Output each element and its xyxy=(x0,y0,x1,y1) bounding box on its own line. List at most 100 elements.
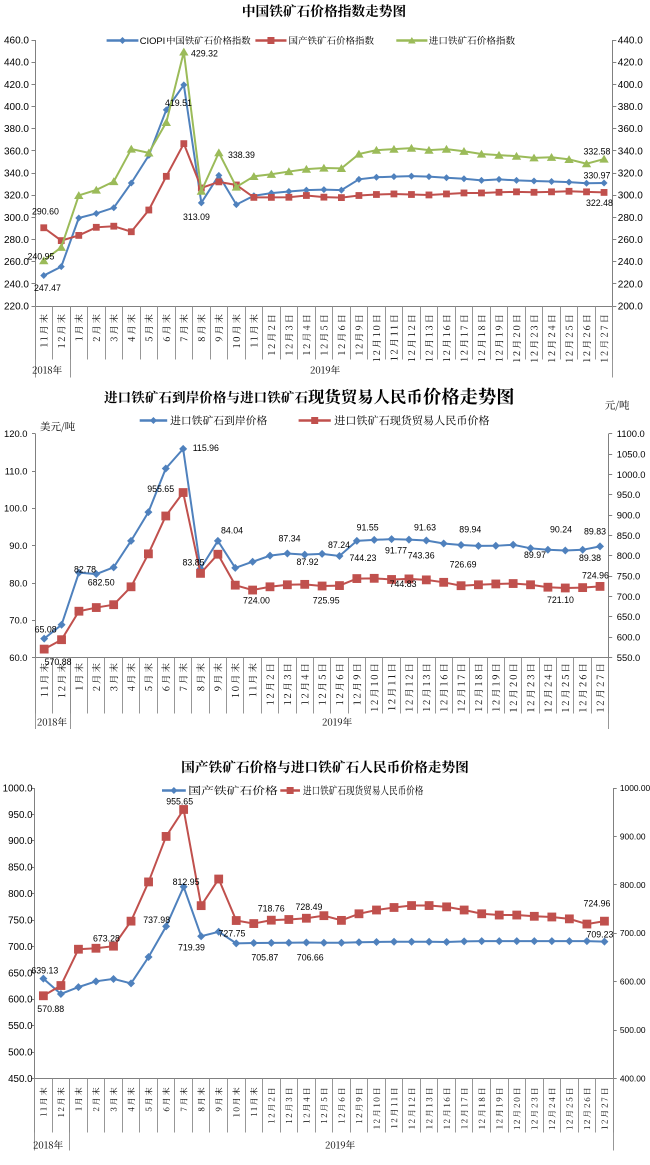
svg-text:728.49: 728.49 xyxy=(296,902,323,912)
svg-text:89.97: 89.97 xyxy=(524,550,546,560)
svg-text:87.34: 87.34 xyxy=(279,534,301,544)
svg-text:600.0: 600.0 xyxy=(8,995,33,1006)
svg-text:90.0: 90.0 xyxy=(9,540,27,551)
svg-text:290.60: 290.60 xyxy=(32,207,59,217)
svg-text:300.0: 300.0 xyxy=(4,213,29,224)
svg-text:450.0: 450.0 xyxy=(8,1074,33,1085)
svg-text:240.0: 240.0 xyxy=(4,279,29,290)
svg-text:380.0: 380.0 xyxy=(618,102,643,113)
svg-text:705.87: 705.87 xyxy=(251,953,278,963)
svg-text:91.55: 91.55 xyxy=(357,523,379,533)
svg-text:737.98: 737.98 xyxy=(143,915,170,925)
svg-text:460.0: 460.0 xyxy=(4,36,29,47)
svg-text:260.0: 260.0 xyxy=(4,257,29,268)
svg-text:709.23: 709.23 xyxy=(587,930,614,940)
svg-text:1050.0: 1050.0 xyxy=(617,448,646,459)
svg-text:706.66: 706.66 xyxy=(297,953,324,963)
svg-text:87.92: 87.92 xyxy=(297,557,319,567)
svg-text:800.00: 800.00 xyxy=(620,880,646,890)
svg-text:721.10: 721.10 xyxy=(547,595,574,605)
svg-text:89.94: 89.94 xyxy=(459,525,481,535)
svg-text:100.0: 100.0 xyxy=(4,503,27,514)
svg-text:440.0: 440.0 xyxy=(4,58,29,69)
svg-text:812.95: 812.95 xyxy=(173,877,200,887)
svg-text:724.96: 724.96 xyxy=(582,571,609,581)
svg-text:338.39: 338.39 xyxy=(228,150,255,160)
svg-text:90.24: 90.24 xyxy=(550,525,572,535)
svg-text:750.0: 750.0 xyxy=(617,571,640,582)
svg-text:570.88: 570.88 xyxy=(37,1004,64,1014)
svg-text:429.32: 429.32 xyxy=(191,48,218,58)
svg-text:724.00: 724.00 xyxy=(243,596,270,606)
svg-text:600.00: 600.00 xyxy=(620,977,646,987)
svg-text:240.0: 240.0 xyxy=(618,257,643,268)
svg-text:600.0: 600.0 xyxy=(617,632,640,643)
svg-text:500.00: 500.00 xyxy=(620,1025,646,1035)
svg-text:83.85: 83.85 xyxy=(183,558,205,568)
svg-text:550.0: 550.0 xyxy=(617,652,640,663)
svg-text:900.00: 900.00 xyxy=(620,831,646,841)
svg-text:115.96: 115.96 xyxy=(193,443,219,453)
svg-text:300.0: 300.0 xyxy=(618,191,643,202)
svg-text:800.0: 800.0 xyxy=(8,889,33,900)
svg-text:247.47: 247.47 xyxy=(34,283,61,293)
svg-text:313.09: 313.09 xyxy=(183,212,210,222)
svg-text:744.23: 744.23 xyxy=(350,553,377,563)
svg-text:682.50: 682.50 xyxy=(88,577,115,587)
svg-text:420.0: 420.0 xyxy=(618,58,643,69)
svg-text:89.38: 89.38 xyxy=(579,553,601,563)
svg-text:380.0: 380.0 xyxy=(4,124,29,135)
svg-text:320.0: 320.0 xyxy=(618,169,643,180)
svg-text:440.0: 440.0 xyxy=(618,36,643,47)
svg-text:322.48: 322.48 xyxy=(586,198,613,208)
svg-text:400.00: 400.00 xyxy=(620,1073,646,1083)
svg-text:82.78: 82.78 xyxy=(74,565,96,575)
svg-text:639.13: 639.13 xyxy=(31,965,58,975)
svg-text:360.0: 360.0 xyxy=(618,124,643,135)
svg-text:727.75: 727.75 xyxy=(219,929,246,939)
svg-text:89.83: 89.83 xyxy=(584,527,606,537)
svg-text:220.0: 220.0 xyxy=(4,302,29,313)
svg-text:743.36: 743.36 xyxy=(408,551,435,561)
svg-text:570.88: 570.88 xyxy=(45,657,72,667)
svg-text:550.0: 550.0 xyxy=(8,1021,33,1032)
svg-text:950.0: 950.0 xyxy=(617,489,640,500)
svg-text:1000.0: 1000.0 xyxy=(3,783,34,794)
svg-text:700.00: 700.00 xyxy=(620,928,646,938)
svg-text:91.63: 91.63 xyxy=(414,523,436,533)
svg-text:110.0: 110.0 xyxy=(5,465,28,476)
svg-text:500.0: 500.0 xyxy=(8,1048,33,1059)
svg-text:420.0: 420.0 xyxy=(4,80,29,91)
svg-text:850.0: 850.0 xyxy=(617,530,640,541)
svg-text:91.77: 91.77 xyxy=(385,545,407,555)
svg-text:220.0: 220.0 xyxy=(618,279,643,290)
svg-text:955.65: 955.65 xyxy=(147,484,174,494)
svg-text:1000.0: 1000.0 xyxy=(617,469,646,480)
svg-text:719.39: 719.39 xyxy=(178,942,205,952)
svg-text:850.0: 850.0 xyxy=(8,863,33,874)
svg-text:340.0: 340.0 xyxy=(618,146,643,157)
svg-text:724.96: 724.96 xyxy=(584,899,611,909)
svg-text:750.0: 750.0 xyxy=(8,915,33,926)
svg-text:650.0: 650.0 xyxy=(617,611,640,622)
svg-text:650.0: 650.0 xyxy=(8,968,33,979)
svg-text:900.0: 900.0 xyxy=(617,509,640,520)
svg-text:332.58: 332.58 xyxy=(584,146,611,156)
svg-text:718.76: 718.76 xyxy=(258,903,285,913)
svg-text:65.08: 65.08 xyxy=(35,625,57,635)
svg-text:80.0: 80.0 xyxy=(9,577,27,588)
svg-text:900.0: 900.0 xyxy=(8,836,33,847)
svg-text:725.95: 725.95 xyxy=(313,596,340,606)
svg-text:400.0: 400.0 xyxy=(618,80,643,91)
svg-text:340.0: 340.0 xyxy=(4,169,29,180)
svg-text:200.0: 200.0 xyxy=(618,302,643,313)
svg-text:120.0: 120.0 xyxy=(4,428,27,439)
svg-text:CIOPI: CIOPI xyxy=(140,35,166,46)
svg-text:955.65: 955.65 xyxy=(166,796,193,806)
svg-text:60.0: 60.0 xyxy=(9,652,27,663)
svg-text:673.28: 673.28 xyxy=(93,934,120,944)
svg-text:419.51: 419.51 xyxy=(165,98,192,108)
svg-text:87.24: 87.24 xyxy=(328,540,350,550)
svg-text:726.69: 726.69 xyxy=(450,560,477,570)
svg-text:700.0: 700.0 xyxy=(8,942,33,953)
